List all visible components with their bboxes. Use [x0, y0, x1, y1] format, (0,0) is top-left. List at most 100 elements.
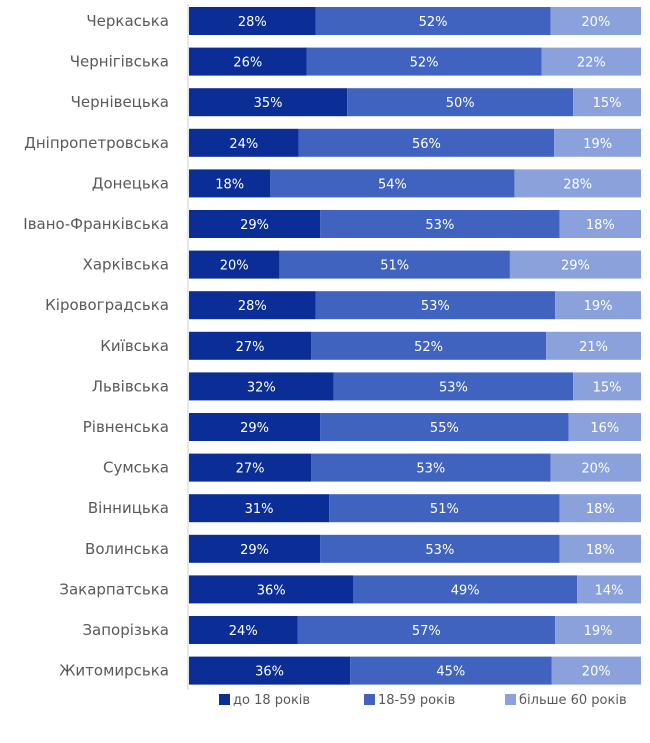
category-label: Львівська — [92, 377, 169, 395]
data-label: 29% — [561, 259, 590, 274]
bar-segment-series-1 — [189, 88, 348, 117]
data-label: 57% — [412, 624, 441, 639]
bar-segment-series-1 — [189, 331, 312, 360]
data-label: 51% — [380, 259, 409, 274]
data-label: 18% — [586, 543, 615, 558]
bar-segment-series-2 — [270, 169, 515, 198]
data-label: 51% — [430, 502, 459, 517]
bar-segment-series-1 — [189, 494, 330, 523]
data-label: 52% — [419, 15, 448, 30]
category-label: Волинська — [85, 540, 169, 558]
category-label: Житомирська — [59, 662, 169, 680]
data-label: 18% — [586, 502, 615, 517]
category-label: Сумська — [103, 459, 169, 477]
data-label: 55% — [430, 421, 459, 436]
data-label: 35% — [254, 96, 283, 111]
category-label: Черкаська — [86, 12, 169, 30]
bar-segment-series-2 — [311, 453, 551, 482]
data-label: 53% — [425, 218, 454, 233]
legend-swatch — [364, 694, 375, 705]
category-label: Чернігівська — [70, 53, 169, 71]
bar-segment-series-2 — [329, 494, 560, 523]
bar-segment-series-1 — [189, 291, 316, 320]
bar-segment-series-3 — [573, 372, 641, 401]
bar-segment-series-2 — [306, 47, 542, 76]
data-label: 53% — [425, 543, 454, 558]
legend-swatch — [219, 694, 230, 705]
bar-segment-series-2 — [279, 250, 510, 279]
bar-segment-series-2 — [320, 534, 560, 563]
bar-segment-series-3 — [550, 7, 641, 35]
bar-segment-series-2 — [333, 372, 574, 401]
data-label: 31% — [245, 502, 274, 517]
legend-label: більше 60 років — [519, 693, 627, 708]
bar-segment-series-3 — [555, 291, 641, 320]
data-label: 54% — [378, 177, 407, 192]
data-label: 49% — [451, 583, 480, 598]
bar-segment-series-2 — [298, 128, 555, 157]
bar-segment-series-2 — [315, 291, 556, 320]
bar-segment-series-1 — [189, 413, 321, 441]
category-label: Вінницька — [88, 499, 169, 517]
data-label: 29% — [240, 543, 269, 558]
bar-segment-series-2 — [320, 210, 560, 238]
category-label: Дніпропетровська — [24, 134, 169, 152]
data-label: 16% — [590, 421, 619, 436]
data-label: 24% — [229, 137, 258, 152]
bar-segment-series-1 — [189, 534, 321, 563]
data-label: 27% — [236, 340, 265, 355]
category-label: Київська — [100, 337, 169, 355]
data-label: 28% — [238, 299, 267, 314]
data-label: 50% — [446, 96, 475, 111]
data-label: 53% — [439, 380, 468, 395]
bar-segment-series-3 — [555, 616, 641, 644]
bar-segment-series-1 — [189, 372, 334, 401]
bar-segment-series-1 — [189, 210, 321, 238]
bar-segment-series-1 — [189, 616, 298, 644]
data-label: 45% — [436, 665, 465, 680]
data-label: 32% — [247, 380, 276, 395]
data-label: 15% — [593, 380, 622, 395]
category-label: Харківська — [83, 256, 169, 274]
data-label: 36% — [255, 665, 284, 680]
category-label: Чернівецька — [71, 93, 169, 111]
data-label: 20% — [581, 462, 610, 477]
bar-segment-series-3 — [509, 250, 641, 279]
bar-segment-series-3 — [559, 494, 641, 523]
data-label: 36% — [257, 583, 286, 598]
bar-segment-series-2 — [315, 7, 551, 35]
legend-label: до 18 років — [233, 693, 310, 708]
data-label: 52% — [414, 340, 443, 355]
data-label: 19% — [584, 299, 613, 314]
bar-segment-series-3 — [551, 656, 641, 685]
bar-segment-series-1 — [189, 250, 280, 279]
data-label: 21% — [579, 340, 608, 355]
bar-segment-series-1 — [189, 575, 354, 604]
bar-segment-series-3 — [559, 534, 641, 563]
bar-segment-series-3 — [568, 413, 641, 441]
bars-group: Черкаська 28% 52% 20% Чернігівська 26% 52% 22% Ч… — [23, 7, 641, 685]
bar-segment-series-2 — [350, 656, 552, 685]
bar-segment-series-3 — [541, 47, 641, 76]
data-label: 14% — [595, 583, 624, 598]
data-label: 18% — [215, 177, 244, 192]
data-label: 53% — [416, 462, 445, 477]
bar-segment-series-3 — [550, 453, 641, 482]
bar-segment-series-3 — [546, 331, 641, 360]
bar-segment-series-3 — [559, 210, 641, 238]
data-label: 28% — [563, 177, 592, 192]
data-label: 27% — [236, 462, 265, 477]
category-label: Закарпатська — [59, 580, 169, 598]
data-label: 26% — [233, 56, 262, 71]
bar-segment-series-1 — [189, 656, 351, 685]
legend-label: 18-59 років — [378, 693, 455, 708]
bar-segment-series-2 — [320, 413, 569, 441]
data-label: 53% — [421, 299, 450, 314]
category-label: Запорізька — [82, 621, 169, 639]
bar-segment-series-2 — [347, 88, 574, 117]
category-label: Івано-Франківська — [23, 215, 169, 233]
bar-segment-series-3 — [554, 128, 641, 157]
data-label: 22% — [577, 56, 606, 71]
bar-segment-series-3 — [514, 169, 641, 198]
